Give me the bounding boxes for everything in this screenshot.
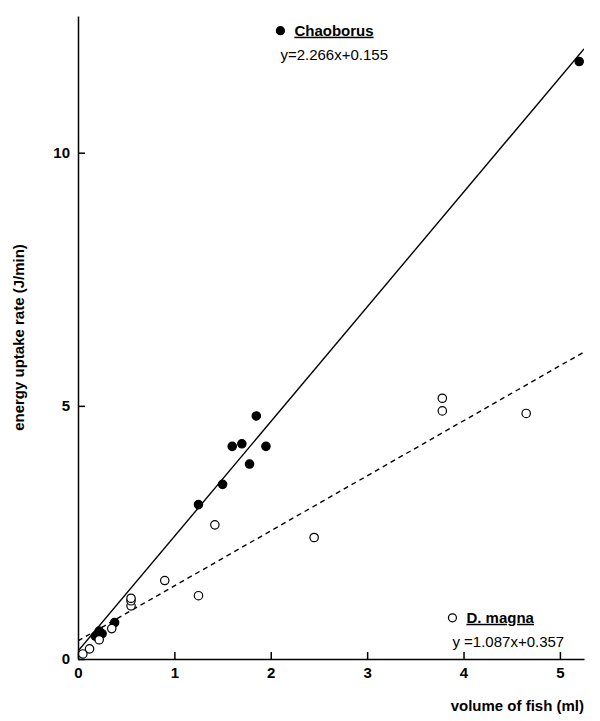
x-tick: 2 <box>267 652 275 681</box>
x-axis-line <box>79 659 585 661</box>
fit-line <box>78 49 584 651</box>
point <box>245 460 253 468</box>
point <box>194 500 202 508</box>
y-tick-mark <box>78 406 85 408</box>
marks <box>78 49 584 658</box>
point <box>211 521 219 529</box>
legend-marker <box>276 27 284 35</box>
y-axis-title: energy uptake rate (J/min) <box>10 244 27 431</box>
x-tick: 5 <box>556 652 564 681</box>
point <box>575 57 583 65</box>
point <box>194 592 202 600</box>
point <box>252 412 260 420</box>
series-label: Chaoborus <box>294 22 373 39</box>
x-axis-title: volume of fish (ml) <box>451 697 584 714</box>
x-tick-label: 5 <box>556 664 564 681</box>
equation-label: y =1.087x+0.357 <box>452 633 564 650</box>
y-tick-mark <box>78 659 85 661</box>
plot: 0 1 2 3 4 5 0 5 10 <box>53 17 584 681</box>
point <box>228 442 236 450</box>
equation-label: y=2.266x+0.155 <box>280 46 388 63</box>
point <box>238 440 246 448</box>
y-tick-label: 5 <box>62 397 70 414</box>
x-tick-mark <box>271 652 273 659</box>
x-tick-label: 2 <box>267 664 275 681</box>
chart: 0 1 2 3 4 5 0 5 10 volume of fish (ml) energy upta… <box>0 0 600 721</box>
x-tick-mark <box>560 652 562 659</box>
x-tick-mark <box>367 652 369 659</box>
x-tick: 1 <box>171 652 179 681</box>
y-tick-label: 10 <box>53 144 70 161</box>
point <box>108 624 116 632</box>
series-label: D. magna <box>466 609 534 626</box>
point <box>218 480 226 488</box>
point <box>127 594 135 602</box>
point <box>85 645 93 653</box>
y-axis-line <box>78 17 80 660</box>
x-tick: 4 <box>460 652 469 681</box>
point <box>522 409 530 417</box>
point <box>438 394 446 402</box>
x-tick-label: 1 <box>171 664 179 681</box>
x-tick-mark <box>463 652 465 659</box>
y-tick-label: 0 <box>62 650 70 667</box>
fit-line <box>78 352 584 641</box>
point <box>161 576 169 584</box>
y-axis: 0 5 10 <box>53 17 85 668</box>
x-tick-mark <box>174 652 176 659</box>
x-tick-label: 3 <box>363 664 371 681</box>
point <box>95 636 103 644</box>
x-tick-label: 0 <box>74 664 82 681</box>
y-tick: 5 <box>62 397 85 414</box>
x-tick-label: 4 <box>460 664 469 681</box>
y-tick-mark <box>78 152 85 154</box>
point <box>438 407 446 415</box>
point <box>310 533 318 541</box>
point <box>262 442 270 450</box>
x-tick: 3 <box>363 652 371 681</box>
legend-marker <box>448 614 456 622</box>
x-axis: 0 1 2 3 4 5 <box>74 652 584 681</box>
y-tick: 10 <box>53 144 85 161</box>
